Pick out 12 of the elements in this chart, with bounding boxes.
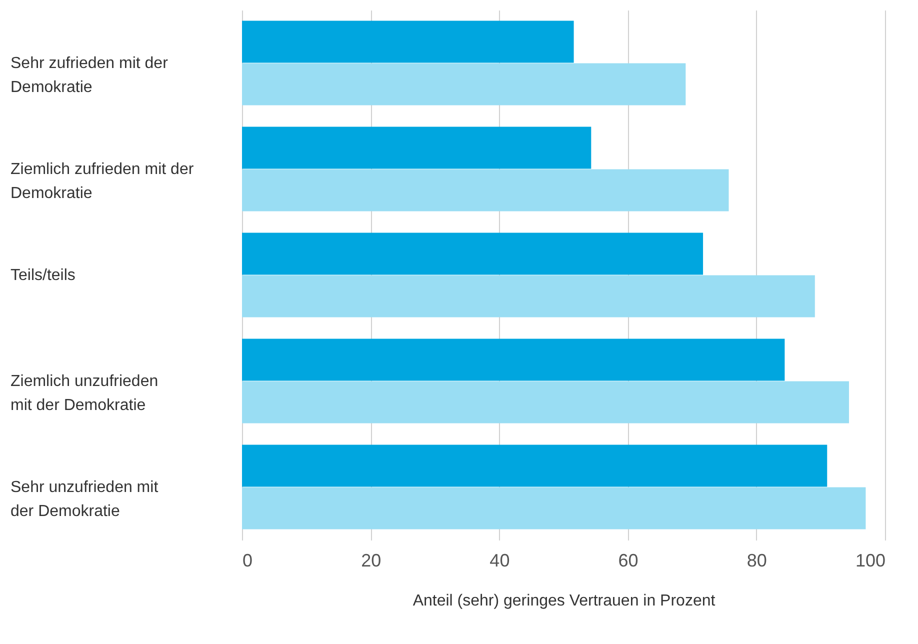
x-tick-label: 80 bbox=[746, 550, 767, 570]
y-tick-label: Teils/teils bbox=[10, 267, 76, 284]
y-tick-label: Ziemlich unzufrieden mit der Demokratie bbox=[10, 373, 158, 414]
x-tick-label: 0 bbox=[242, 550, 253, 570]
x-tick-label: 40 bbox=[490, 550, 510, 570]
x-axis-title: Anteil (sehr) geringes Vertrauen in Prozent bbox=[412, 592, 716, 610]
y-tick-label: Sehr unzufrieden mit der Demokratie bbox=[10, 479, 159, 520]
x-tick-label: 20 bbox=[361, 550, 382, 570]
x-tick-label: 60 bbox=[618, 550, 638, 570]
y-tick-label: Ziemlich zufrieden mit der Demokratie bbox=[10, 161, 194, 202]
y-tick-label: Sehr zufrieden mit der Demokratie bbox=[10, 55, 169, 96]
x-tick-label: 100 bbox=[855, 550, 886, 570]
